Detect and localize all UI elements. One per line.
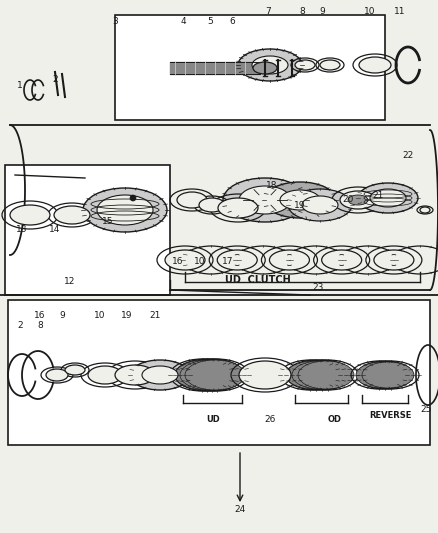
Text: 2: 2 — [17, 320, 23, 329]
Ellipse shape — [359, 57, 391, 73]
Ellipse shape — [370, 189, 406, 207]
Text: 17: 17 — [222, 257, 234, 266]
Text: 20: 20 — [343, 196, 354, 205]
Text: 8: 8 — [299, 7, 305, 17]
Ellipse shape — [374, 250, 414, 270]
Bar — [5, 165, 170, 295]
Ellipse shape — [356, 362, 408, 388]
Text: 4: 4 — [180, 18, 186, 27]
Ellipse shape — [288, 189, 352, 221]
Text: 11: 11 — [394, 7, 406, 17]
Ellipse shape — [142, 366, 178, 384]
Text: UD  CLUTCH: UD CLUTCH — [225, 275, 291, 285]
Text: 13: 13 — [16, 225, 28, 235]
Ellipse shape — [252, 56, 288, 74]
Text: 10: 10 — [94, 311, 106, 319]
Ellipse shape — [180, 360, 240, 390]
Ellipse shape — [238, 49, 302, 81]
Ellipse shape — [295, 60, 315, 70]
Ellipse shape — [175, 360, 235, 390]
Bar — [115, 15, 385, 120]
Text: 24: 24 — [234, 505, 246, 514]
Text: 7: 7 — [265, 7, 271, 17]
Text: 8: 8 — [37, 320, 43, 329]
Ellipse shape — [177, 192, 207, 208]
Ellipse shape — [223, 178, 307, 222]
Text: 1: 1 — [17, 80, 23, 90]
Ellipse shape — [348, 195, 368, 205]
Text: 2: 2 — [52, 76, 58, 85]
Ellipse shape — [218, 198, 258, 218]
Text: 26: 26 — [264, 416, 276, 424]
Text: 15: 15 — [102, 217, 114, 227]
Text: 21: 21 — [372, 190, 384, 199]
Ellipse shape — [97, 195, 153, 225]
Text: 6: 6 — [229, 18, 235, 27]
Ellipse shape — [362, 362, 414, 388]
Ellipse shape — [269, 250, 309, 270]
Text: 19: 19 — [294, 200, 306, 209]
Text: 5: 5 — [207, 18, 213, 27]
Text: 22: 22 — [403, 150, 413, 159]
Ellipse shape — [358, 183, 418, 213]
Text: 21: 21 — [149, 311, 161, 319]
Ellipse shape — [253, 62, 277, 74]
Ellipse shape — [115, 365, 155, 385]
Ellipse shape — [199, 198, 225, 212]
Ellipse shape — [165, 250, 205, 270]
Text: 23: 23 — [312, 284, 324, 293]
Text: 18: 18 — [266, 181, 278, 190]
Text: 9: 9 — [59, 311, 65, 319]
Ellipse shape — [88, 366, 122, 384]
Ellipse shape — [65, 365, 85, 375]
Text: 16: 16 — [172, 257, 184, 266]
Ellipse shape — [130, 360, 190, 390]
Ellipse shape — [10, 205, 50, 225]
Ellipse shape — [302, 196, 338, 214]
Text: 9: 9 — [319, 7, 325, 17]
Text: OD: OD — [328, 416, 342, 424]
Ellipse shape — [264, 182, 336, 218]
Ellipse shape — [185, 360, 245, 390]
Ellipse shape — [130, 195, 136, 201]
Text: 3: 3 — [112, 18, 118, 27]
Text: 25: 25 — [420, 406, 432, 415]
Ellipse shape — [280, 190, 320, 210]
Ellipse shape — [320, 60, 340, 70]
Ellipse shape — [340, 191, 376, 209]
Ellipse shape — [239, 186, 291, 214]
Ellipse shape — [298, 361, 354, 389]
Ellipse shape — [217, 250, 257, 270]
Text: 10: 10 — [194, 257, 206, 266]
Ellipse shape — [239, 361, 291, 389]
Text: 10: 10 — [364, 7, 376, 17]
Text: 12: 12 — [64, 278, 76, 287]
Ellipse shape — [292, 361, 348, 389]
Bar — [8, 300, 430, 445]
Text: 19: 19 — [121, 311, 133, 319]
Ellipse shape — [46, 369, 68, 381]
Ellipse shape — [286, 361, 342, 389]
Ellipse shape — [321, 250, 362, 270]
Text: 14: 14 — [49, 225, 61, 235]
Ellipse shape — [83, 188, 167, 232]
Ellipse shape — [420, 207, 430, 213]
Ellipse shape — [54, 206, 90, 224]
Text: UD: UD — [206, 416, 220, 424]
Text: REVERSE: REVERSE — [369, 410, 411, 419]
Text: 16: 16 — [34, 311, 46, 319]
